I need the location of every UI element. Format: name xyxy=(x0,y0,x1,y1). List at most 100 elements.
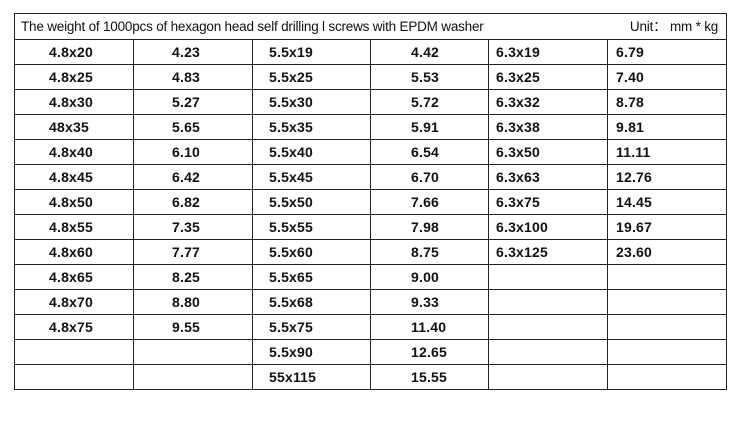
cell-weight-6-3: 9.81 xyxy=(606,114,728,140)
cell-weight-4-8: 7.35 xyxy=(133,214,253,240)
cell-weight-4-8: 9.55 xyxy=(133,314,253,340)
screw-weight-table: The weight of 1000pcs of hexagon head se… xyxy=(13,13,728,390)
cell-weight-6-3 xyxy=(606,264,728,290)
cell-weight-6-3 xyxy=(606,339,728,365)
cell-size-5-5: 5.5x40 xyxy=(252,139,371,165)
cell-size-5-5: 5.5x19 xyxy=(252,39,371,65)
cell-weight-5-5: 7.98 xyxy=(370,214,489,240)
cell-size-4-8: 4.8x40 xyxy=(14,139,134,165)
weight-table-container: The weight of 1000pcs of hexagon head se… xyxy=(13,13,728,390)
cell-weight-4-8: 5.27 xyxy=(133,89,253,115)
cell-weight-5-5: 15.55 xyxy=(370,364,489,390)
cell-size-4-8: 4.8x65 xyxy=(14,264,134,290)
cell-weight-5-5: 5.72 xyxy=(370,89,489,115)
cell-weight-5-5: 5.91 xyxy=(370,114,489,140)
cell-size-6-3: 6.3x75 xyxy=(488,189,608,215)
table-row: 4.8x25 4.83 5.5x25 5.53 6.3x25 7.40 xyxy=(14,64,728,90)
cell-weight-5-5: 6.54 xyxy=(370,139,489,165)
cell-weight-5-5: 5.53 xyxy=(370,64,489,90)
cell-weight-6-3: 6.79 xyxy=(606,39,728,65)
cell-size-6-3: 6.3x25 xyxy=(488,64,608,90)
cell-size-5-5: 5.5x68 xyxy=(252,289,371,315)
cell-weight-5-5: 8.75 xyxy=(370,239,489,265)
cell-weight-4-8: 8.25 xyxy=(133,264,253,290)
cell-size-5-5: 5.5x65 xyxy=(252,264,371,290)
cell-size-6-3: 6.3x32 xyxy=(488,89,608,115)
cell-size-6-3 xyxy=(488,314,608,340)
cell-size-6-3 xyxy=(488,339,608,365)
cell-weight-4-8 xyxy=(133,339,253,365)
table-title-cell: The weight of 1000pcs of hexagon head se… xyxy=(13,13,728,40)
table-row: 4.8x50 6.82 5.5x50 7.66 6.3x75 14.45 xyxy=(14,189,728,215)
cell-size-4-8: 4.8x20 xyxy=(14,39,134,65)
cell-size-6-3: 6.3x100 xyxy=(488,214,608,240)
cell-size-4-8: 4.8x60 xyxy=(14,239,134,265)
cell-weight-5-5: 4.42 xyxy=(370,39,489,65)
cell-size-5-5: 5.5x50 xyxy=(252,189,371,215)
cell-weight-4-8: 6.10 xyxy=(133,139,253,165)
cell-weight-4-8: 7.77 xyxy=(133,239,253,265)
cell-size-4-8: 4.8x70 xyxy=(14,289,134,315)
cell-weight-4-8: 5.65 xyxy=(133,114,253,140)
cell-weight-6-3 xyxy=(606,314,728,340)
cell-weight-4-8: 4.23 xyxy=(133,39,253,65)
table-row: 4.8x40 6.10 5.5x40 6.54 6.3x50 11.11 xyxy=(14,139,728,165)
cell-size-6-3 xyxy=(488,264,608,290)
cell-size-4-8: 48x35 xyxy=(14,114,134,140)
table-row: 4.8x45 6.42 5.5x45 6.70 6.3x63 12.76 xyxy=(14,164,728,190)
cell-weight-4-8: 4.83 xyxy=(133,64,253,90)
cell-weight-5-5: 9.00 xyxy=(370,264,489,290)
table-row: 5.5x90 12.65 xyxy=(14,339,728,365)
cell-weight-4-8: 6.82 xyxy=(133,189,253,215)
table-row: 4.8x20 4.23 5.5x19 4.42 6.3x19 6.79 xyxy=(14,39,728,65)
cell-weight-5-5: 9.33 xyxy=(370,289,489,315)
cell-size-5-5: 5.5x45 xyxy=(252,164,371,190)
cell-weight-6-3: 14.45 xyxy=(606,189,728,215)
cell-size-4-8: 4.8x55 xyxy=(14,214,134,240)
cell-weight-5-5: 11.40 xyxy=(370,314,489,340)
cell-size-5-5: 5.5x75 xyxy=(252,314,371,340)
cell-size-6-3: 6.3x19 xyxy=(488,39,608,65)
table-row: 4.8x60 7.77 5.5x60 8.75 6.3x125 23.60 xyxy=(14,239,728,265)
cell-size-4-8: 4.8x30 xyxy=(14,89,134,115)
table-row: 4.8x75 9.55 5.5x75 11.40 xyxy=(14,314,728,340)
cell-weight-6-3: 7.40 xyxy=(606,64,728,90)
cell-size-5-5: 5.5x55 xyxy=(252,214,371,240)
unit-label: Unit： mm * kg xyxy=(629,19,719,34)
table-title: The weight of 1000pcs of hexagon head se… xyxy=(21,19,484,34)
table-title-row: The weight of 1000pcs of hexagon head se… xyxy=(13,13,728,40)
cell-size-6-3: 6.3x63 xyxy=(488,164,608,190)
cell-size-4-8 xyxy=(14,339,134,365)
cell-size-4-8 xyxy=(14,364,134,390)
cell-weight-5-5: 7.66 xyxy=(370,189,489,215)
table-row: 55x115 15.55 xyxy=(14,364,728,390)
cell-weight-6-3 xyxy=(606,364,728,390)
cell-size-6-3: 6.3x38 xyxy=(488,114,608,140)
cell-size-6-3 xyxy=(488,289,608,315)
cell-weight-6-3: 23.60 xyxy=(606,239,728,265)
cell-size-5-5: 55x115 xyxy=(252,364,371,390)
cell-size-5-5: 5.5x60 xyxy=(252,239,371,265)
cell-weight-4-8 xyxy=(133,364,253,390)
cell-size-5-5: 5.5x25 xyxy=(252,64,371,90)
cell-weight-6-3: 12.76 xyxy=(606,164,728,190)
table-row: 4.8x70 8.80 5.5x68 9.33 xyxy=(14,289,728,315)
table-row: 4.8x65 8.25 5.5x65 9.00 xyxy=(14,264,728,290)
cell-size-6-3: 6.3x125 xyxy=(488,239,608,265)
cell-weight-4-8: 6.42 xyxy=(133,164,253,190)
cell-size-6-3: 6.3x50 xyxy=(488,139,608,165)
cell-weight-6-3: 8.78 xyxy=(606,89,728,115)
cell-size-5-5: 5.5x90 xyxy=(252,339,371,365)
table-row: 4.8x55 7.35 5.5x55 7.98 6.3x100 19.67 xyxy=(14,214,728,240)
cell-weight-5-5: 12.65 xyxy=(370,339,489,365)
cell-weight-4-8: 8.80 xyxy=(133,289,253,315)
cell-size-4-8: 4.8x25 xyxy=(14,64,134,90)
cell-size-6-3 xyxy=(488,364,608,390)
cell-size-5-5: 5.5x35 xyxy=(252,114,371,140)
cell-weight-6-3: 19.67 xyxy=(606,214,728,240)
cell-size-4-8: 4.8x45 xyxy=(14,164,134,190)
table-row: 4.8x30 5.27 5.5x30 5.72 6.3x32 8.78 xyxy=(14,89,728,115)
cell-size-4-8: 4.8x50 xyxy=(14,189,134,215)
cell-weight-5-5: 6.70 xyxy=(370,164,489,190)
cell-size-4-8: 4.8x75 xyxy=(14,314,134,340)
